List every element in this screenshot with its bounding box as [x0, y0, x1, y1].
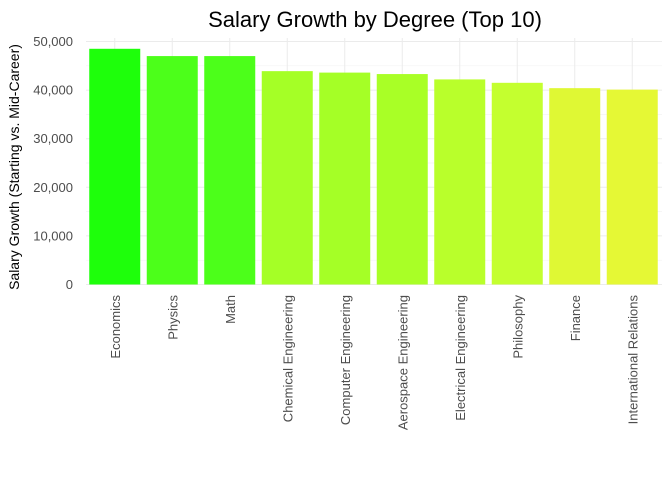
x-tick-label: Physics	[165, 295, 180, 340]
x-tick-label: International Relations	[625, 295, 640, 425]
y-axis-title: Salary Growth (Starting vs. Mid-Career)	[6, 44, 22, 290]
y-tick-label: 50,000	[33, 34, 73, 49]
bar	[376, 74, 428, 285]
y-tick-label: 10,000	[33, 228, 73, 243]
chart-title: Salary Growth by Degree (Top 10)	[208, 7, 542, 32]
bar	[319, 72, 371, 285]
bar	[146, 56, 198, 285]
bar	[491, 82, 543, 285]
x-tick-label: Philosophy	[510, 295, 525, 359]
bar	[549, 88, 601, 285]
x-tick-label: Math	[223, 295, 238, 324]
y-tick-labels: 0 10,000 20,000 30,000 40,000 50,000	[33, 34, 73, 292]
bar	[261, 71, 313, 285]
y-tick-label: 0	[66, 277, 73, 292]
y-tick-label: 20,000	[33, 180, 73, 195]
x-tick-label: Computer Engineering	[338, 295, 353, 425]
x-tick-label: Finance	[568, 295, 583, 341]
x-tick-label: Economics	[108, 295, 123, 359]
bar	[89, 48, 141, 285]
y-tick-label: 30,000	[33, 131, 73, 146]
bar	[204, 56, 256, 285]
y-tick-label: 40,000	[33, 83, 73, 98]
x-tick-label: Chemical Engineering	[280, 295, 295, 422]
x-tick-labels: Economics Physics Math Chemical Engineering…	[108, 295, 641, 431]
bars	[89, 48, 658, 285]
bar	[434, 79, 486, 285]
x-tick-label: Electrical Engineering	[453, 295, 468, 421]
x-tick-label: Aerospace Engineering	[395, 295, 410, 430]
bar	[606, 89, 658, 285]
